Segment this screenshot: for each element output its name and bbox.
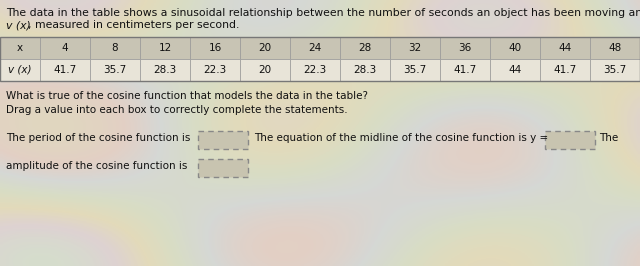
Bar — [545, 131, 595, 149]
Text: v (x): v (x) — [8, 65, 32, 75]
Bar — [140, 59, 190, 81]
Bar — [40, 37, 90, 59]
Text: 35.7: 35.7 — [104, 65, 127, 75]
Text: 32: 32 — [408, 43, 422, 53]
Text: 22.3: 22.3 — [303, 65, 326, 75]
Bar — [240, 37, 290, 59]
Text: 22.3: 22.3 — [204, 65, 227, 75]
Text: The period of the cosine function is: The period of the cosine function is — [6, 133, 194, 143]
Bar — [190, 59, 240, 81]
Text: 35.7: 35.7 — [403, 65, 427, 75]
Text: x: x — [17, 43, 23, 53]
Bar — [240, 59, 290, 81]
Bar — [0, 59, 40, 81]
Text: 44: 44 — [508, 65, 522, 75]
Text: 20: 20 — [259, 43, 271, 53]
Text: 35.7: 35.7 — [604, 65, 627, 75]
Bar — [340, 37, 390, 59]
Bar — [0, 37, 40, 59]
Bar — [440, 37, 490, 59]
Text: 8: 8 — [112, 43, 118, 53]
Bar — [490, 59, 540, 81]
Text: The equation of the midline of the cosine function is y =: The equation of the midline of the cosin… — [254, 133, 552, 143]
Text: 12: 12 — [158, 43, 172, 53]
Text: 28.3: 28.3 — [154, 65, 177, 75]
Text: amplitude of the cosine function is: amplitude of the cosine function is — [6, 161, 191, 171]
Text: 41.7: 41.7 — [53, 65, 77, 75]
Bar — [540, 37, 590, 59]
Bar — [198, 159, 248, 177]
Text: , measured in centimeters per second.: , measured in centimeters per second. — [28, 20, 239, 30]
Bar — [590, 59, 640, 81]
Bar — [590, 37, 640, 59]
Text: 41.7: 41.7 — [554, 65, 577, 75]
Bar — [440, 59, 490, 81]
Bar — [198, 131, 248, 149]
Text: 16: 16 — [209, 43, 221, 53]
Bar — [290, 59, 340, 81]
Text: 20: 20 — [259, 65, 271, 75]
Bar — [90, 59, 140, 81]
Text: 41.7: 41.7 — [453, 65, 477, 75]
Text: The: The — [599, 133, 618, 143]
Bar — [0, 37, 640, 81]
Text: What is true of the cosine function that models the data in the table?: What is true of the cosine function that… — [6, 91, 368, 101]
Text: 40: 40 — [508, 43, 522, 53]
Bar — [390, 37, 440, 59]
Bar — [290, 37, 340, 59]
Text: v (x): v (x) — [6, 20, 31, 30]
Bar — [540, 59, 590, 81]
Text: 28: 28 — [358, 43, 372, 53]
Bar — [490, 37, 540, 59]
Bar — [190, 37, 240, 59]
Bar — [340, 59, 390, 81]
Text: 36: 36 — [458, 43, 472, 53]
Text: 24: 24 — [308, 43, 322, 53]
Text: 28.3: 28.3 — [353, 65, 376, 75]
Text: 48: 48 — [609, 43, 621, 53]
Bar — [90, 37, 140, 59]
Text: Drag a value into each box to correctly complete the statements.: Drag a value into each box to correctly … — [6, 105, 348, 115]
Text: 44: 44 — [558, 43, 572, 53]
Bar — [140, 37, 190, 59]
Text: 4: 4 — [61, 43, 68, 53]
Text: The data in the table shows a sinusoidal relationship between the number of seco: The data in the table shows a sinusoidal… — [6, 8, 640, 18]
Bar — [390, 59, 440, 81]
Bar — [40, 59, 90, 81]
